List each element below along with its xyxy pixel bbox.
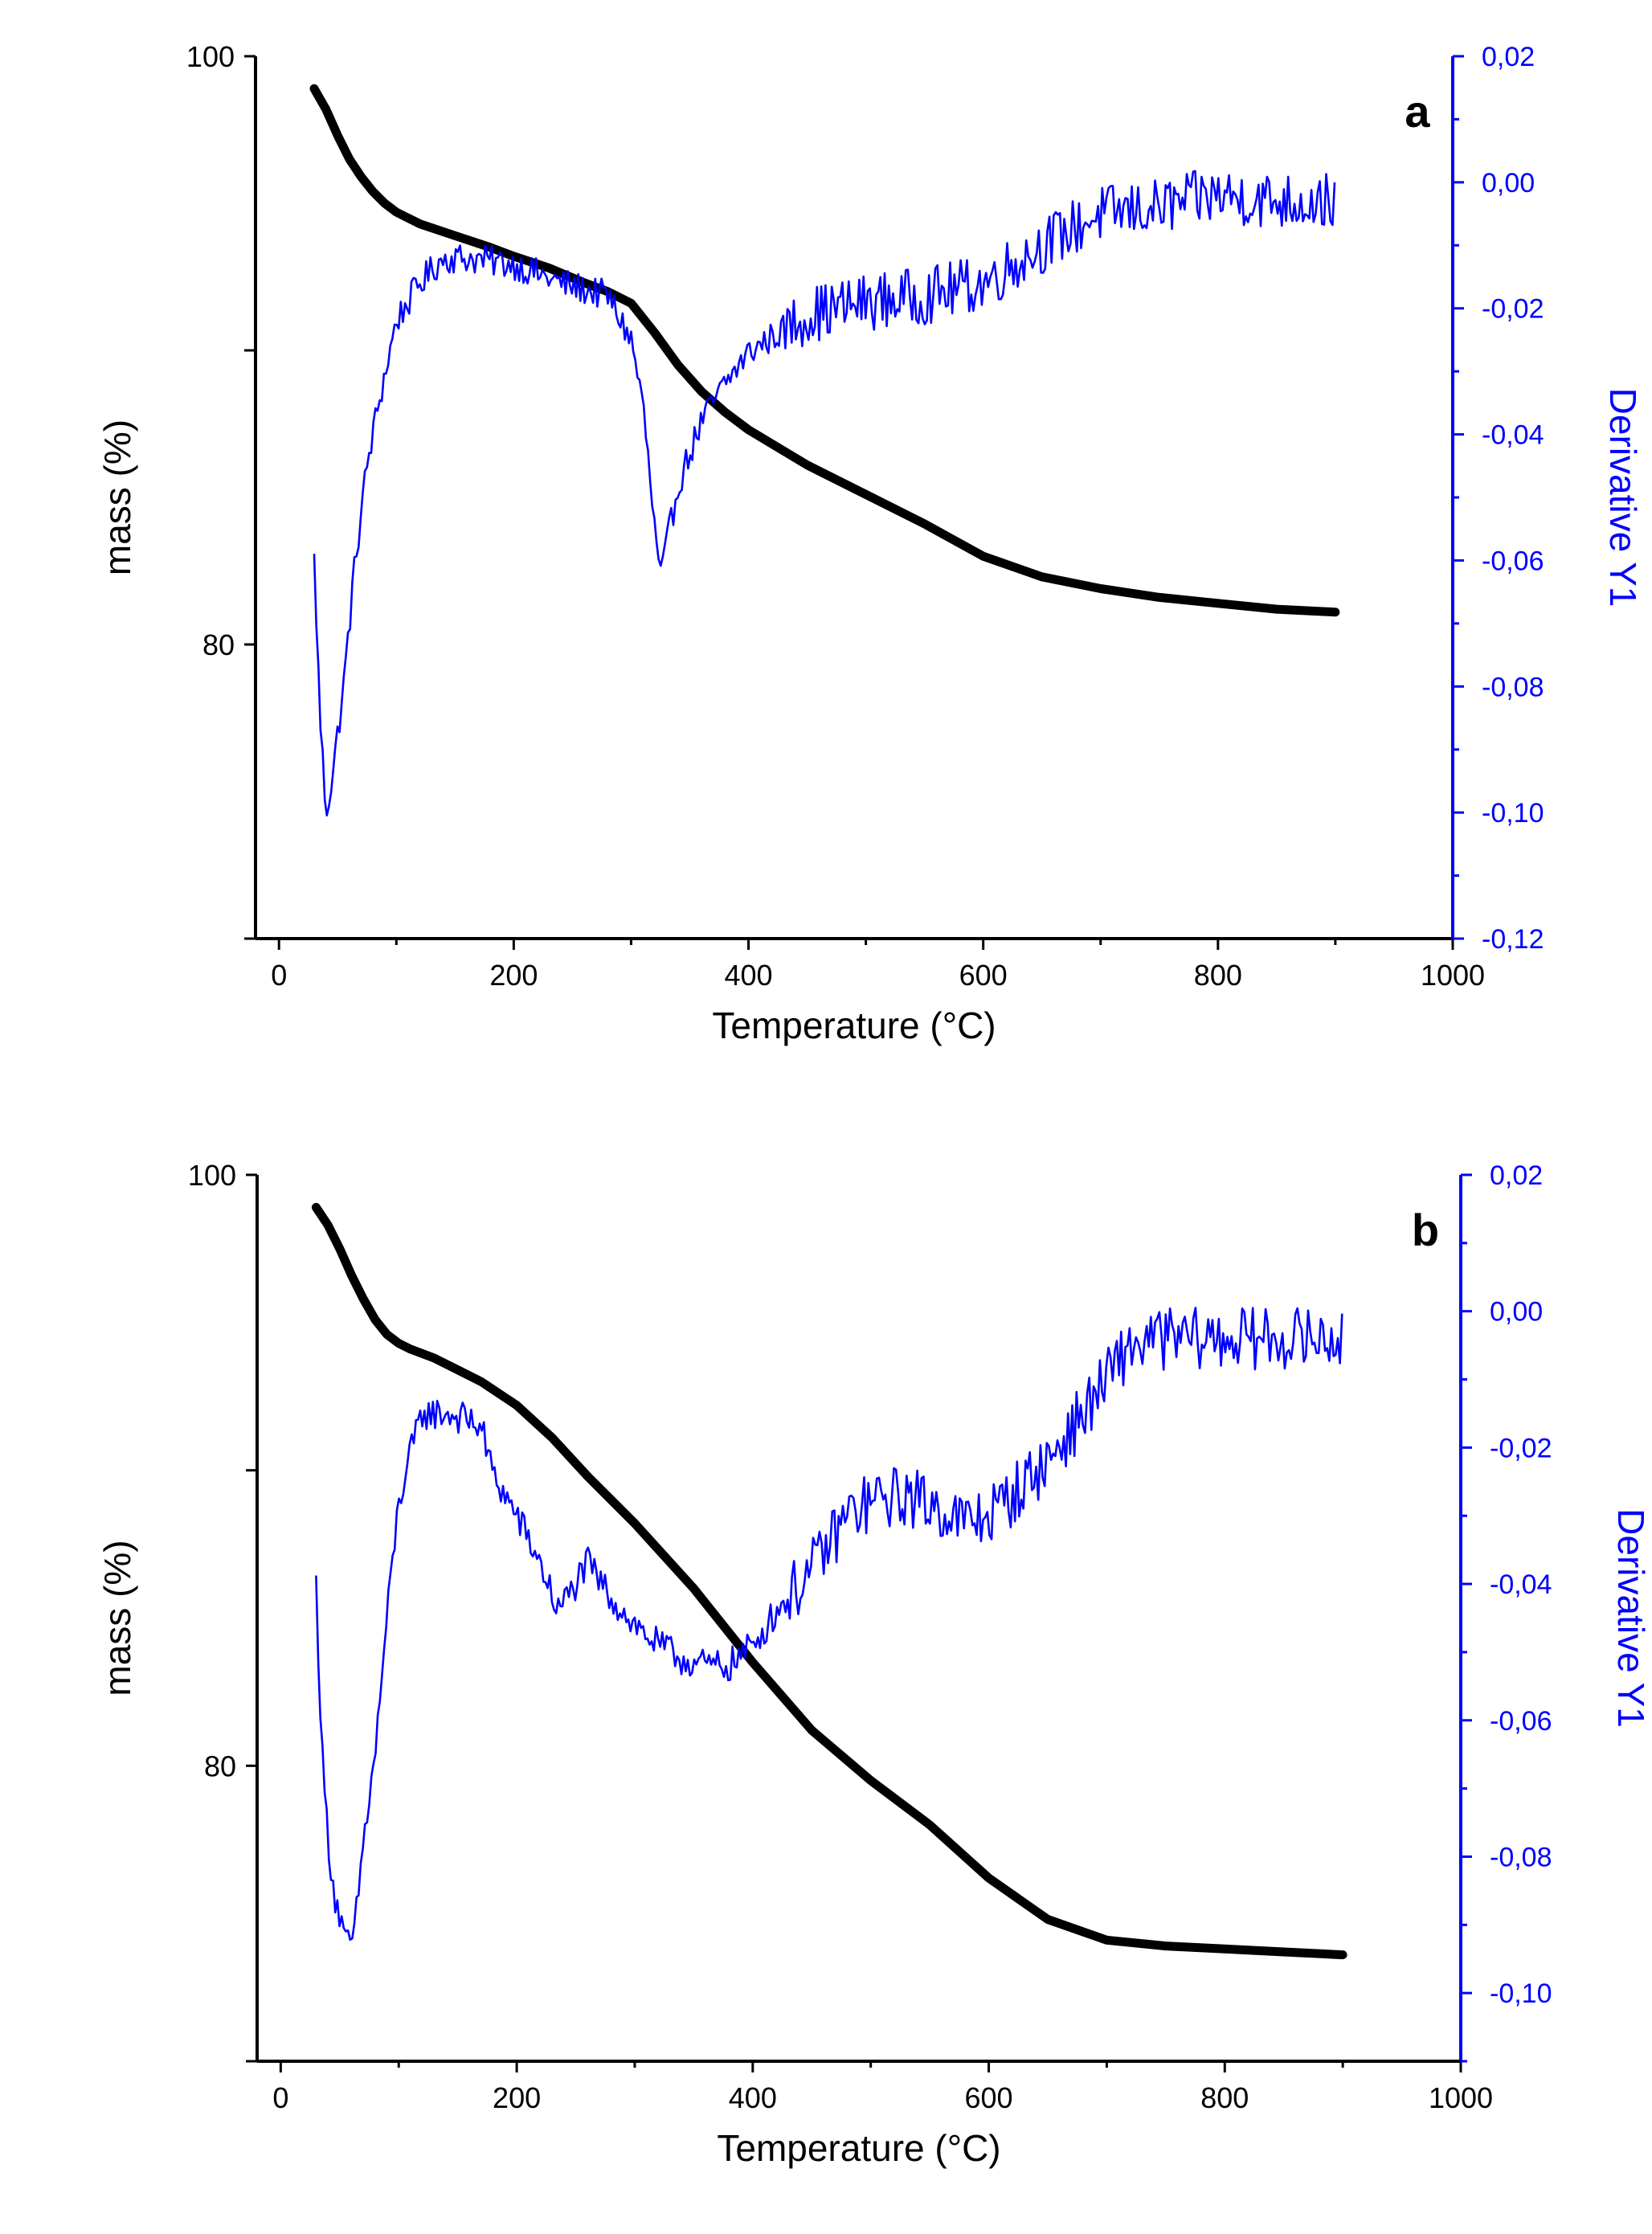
x-axis-label: Temperature (°C) bbox=[712, 1004, 996, 1046]
x-tick-label: 200 bbox=[493, 2081, 541, 2114]
y-tick-label: 100 bbox=[188, 1159, 236, 1192]
y2-tick-label: -0,04 bbox=[1490, 1569, 1552, 1600]
y2-tick-label: -0,02 bbox=[1482, 294, 1544, 325]
y2-tick-label: -0,06 bbox=[1482, 546, 1544, 576]
y2-tick-label: -0,12 bbox=[1482, 924, 1544, 955]
chart-panel-b: 0 200 400 600 800 1000 80 100 0,02 0,00 -0,02 -0,04… bbox=[96, 1159, 1652, 2169]
derivative-curve bbox=[313, 170, 1336, 816]
x-tick-label: 800 bbox=[1200, 2081, 1249, 2114]
y-axis-label: mass (%) bbox=[96, 1540, 138, 1696]
panel-label: a bbox=[1405, 86, 1430, 137]
y2-tick-label: 0,00 bbox=[1490, 1297, 1543, 1328]
y2-axis-label: Derivative Y1 bbox=[1610, 1508, 1652, 1728]
y2-tick-label: -0,10 bbox=[1490, 1978, 1552, 2009]
y2-tick-label: 0,00 bbox=[1482, 168, 1535, 198]
y2-tick-label: -0,06 bbox=[1490, 1706, 1552, 1737]
y-axis-label: mass (%) bbox=[96, 419, 138, 575]
x-tick-label: 800 bbox=[1194, 959, 1242, 992]
x-tick-label: 0 bbox=[271, 959, 287, 992]
panel-label: b bbox=[1412, 1205, 1439, 1255]
mass-curve bbox=[311, 1202, 1347, 1960]
y2-tick-label: -0,02 bbox=[1490, 1433, 1552, 1463]
x-tick-label: 1000 bbox=[1421, 959, 1485, 992]
y2-tick-label: 0,02 bbox=[1490, 1160, 1543, 1191]
y2-tick-label: -0,08 bbox=[1482, 672, 1544, 702]
x-tick-label: 400 bbox=[724, 959, 772, 992]
x-tick-label: 600 bbox=[959, 959, 1008, 992]
y-tick-label: 100 bbox=[186, 40, 235, 73]
x-axis-label: Temperature (°C) bbox=[717, 2127, 1000, 2169]
x-tick-label: 200 bbox=[489, 959, 538, 992]
derivative-curve bbox=[315, 1307, 1343, 1941]
y-tick-label: 80 bbox=[202, 628, 235, 661]
y2-tick-label: 0,02 bbox=[1482, 42, 1535, 72]
y2-tick-label: -0,04 bbox=[1482, 420, 1544, 451]
mass-curve bbox=[309, 84, 1340, 617]
y2-tick-label: -0,10 bbox=[1482, 798, 1544, 829]
x-tick-label: 1000 bbox=[1429, 2081, 1493, 2114]
y2-axis-label: Derivative Y1 bbox=[1602, 388, 1644, 608]
y2-tick-label: -0,08 bbox=[1490, 1842, 1552, 1872]
x-tick-label: 400 bbox=[729, 2081, 777, 2114]
x-tick-label: 600 bbox=[965, 2081, 1013, 2114]
y-tick-label: 80 bbox=[204, 1749, 236, 1782]
chart-panel-a: 0 200 400 600 800 1000 80 100 0,02 0,00 -0,02 -0,04… bbox=[96, 40, 1644, 1046]
x-tick-label: 0 bbox=[272, 2081, 288, 2114]
